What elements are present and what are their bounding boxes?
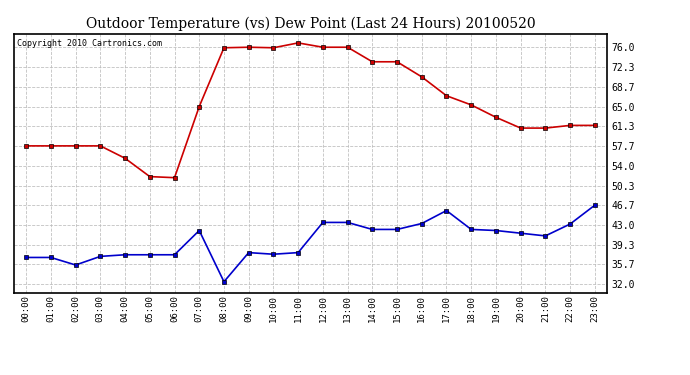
Text: Copyright 2010 Cartronics.com: Copyright 2010 Cartronics.com <box>17 39 161 48</box>
Title: Outdoor Temperature (vs) Dew Point (Last 24 Hours) 20100520: Outdoor Temperature (vs) Dew Point (Last… <box>86 17 535 31</box>
